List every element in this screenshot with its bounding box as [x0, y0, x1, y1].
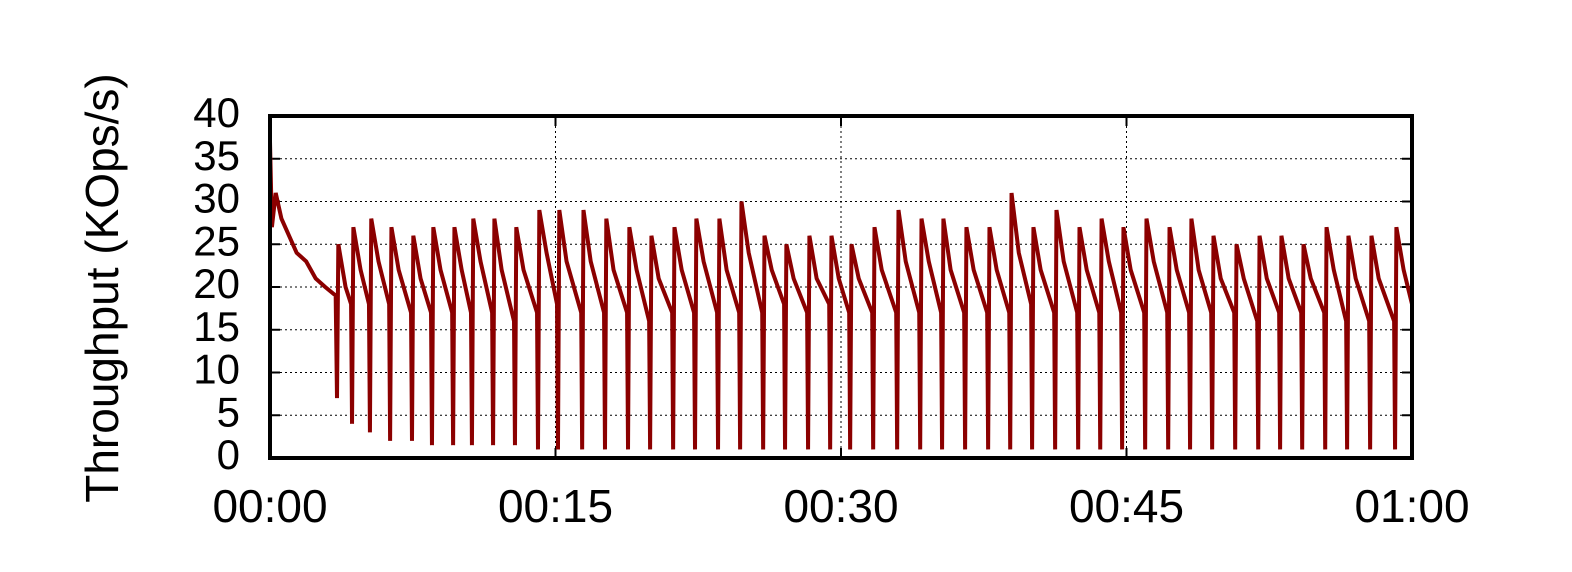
plot-frame — [268, 114, 1414, 460]
y-tick-label: 5 — [217, 388, 240, 435]
y-tick-label: 30 — [193, 175, 240, 222]
y-tick-label: 40 — [193, 89, 240, 136]
x-tick-label: 00:00 — [212, 480, 327, 532]
x-tick-label: 01:00 — [1354, 480, 1469, 532]
y-tick-label: 15 — [193, 303, 240, 350]
y-tick-label: 35 — [193, 132, 240, 179]
y-tick-label: 25 — [193, 217, 240, 264]
data-line — [268, 141, 1414, 450]
y-tick-label: 20 — [193, 260, 240, 307]
y-tick-label: 10 — [193, 346, 240, 393]
x-tick-label: 00:15 — [498, 480, 613, 532]
y-tick-label: 0 — [217, 431, 240, 478]
y-axis-label: Throughput (KOps/s) — [76, 73, 128, 503]
x-tick-label: 00:45 — [1069, 480, 1184, 532]
x-tick-label: 00:30 — [783, 480, 898, 532]
